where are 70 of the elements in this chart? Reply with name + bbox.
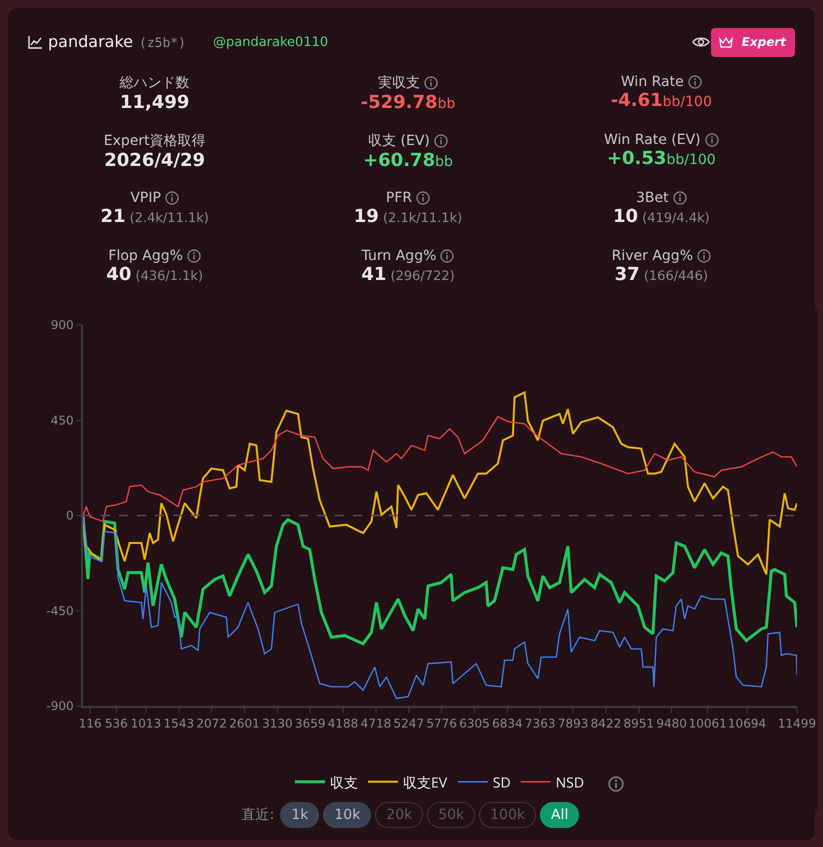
x-tick-label: 8951 [624, 716, 654, 730]
y-tick-label: -900 [46, 699, 74, 714]
text: 2026/4/29 [103, 150, 206, 171]
x-tick-label: 6834 [492, 716, 523, 730]
x-tick-label: 2601 [229, 716, 260, 730]
text: 37 (166/446) [614, 264, 709, 285]
x-tick-label: 8422 [590, 716, 622, 730]
text: VPIP [129, 190, 162, 206]
text: 3Bet [635, 190, 670, 206]
text: 50k [427, 802, 476, 828]
text: Expert資格取得 [102, 132, 207, 150]
text: River Agg% [610, 248, 694, 264]
text: 10 (419/4.4k) [612, 206, 711, 227]
text: 11,499 [118, 92, 190, 113]
x-tick-label: 10694 [728, 716, 766, 730]
x-tick-label: 9480 [656, 716, 687, 730]
text: PFR [384, 190, 414, 206]
x-tick-label: 4188 [328, 716, 358, 730]
line-series [83, 514, 797, 646]
text: @pandarake0110 [213, 35, 328, 50]
text: Win Rate (EV) [602, 132, 702, 148]
text: 実収支 [376, 74, 421, 92]
text: -529.78bb [360, 92, 456, 113]
x-tick-label: 6305 [459, 716, 490, 730]
line-series [83, 416, 797, 522]
x-tick-label: 2072 [196, 716, 227, 730]
text: Flop Agg% [107, 248, 184, 264]
legend-label: 収支EV [403, 773, 448, 792]
x-tick-label: 5776 [426, 716, 457, 730]
line-series [83, 514, 797, 700]
text: pandarake [48, 32, 133, 51]
y-tick-label: 900 [50, 318, 74, 332]
y-tick-label: 0 [66, 508, 74, 523]
x-tick-label: 3659 [294, 716, 326, 730]
x-tick-label: 7893 [558, 716, 588, 730]
text: -4.61bb/100 [610, 90, 713, 111]
y-tick-label: -450 [46, 604, 74, 618]
text: 10k [323, 802, 372, 828]
x-tick-label: 116 [78, 716, 102, 730]
x-tick-label: 5247 [394, 716, 424, 730]
text: 40 (436/1.1k) [105, 264, 204, 285]
text: 41 (296/722) [360, 264, 456, 285]
x-tick-label: 10061 [688, 716, 727, 730]
text: 19 (2.1k/11.1k) [352, 206, 464, 227]
x-tick-label: 4718 [360, 716, 392, 730]
text: 100k [479, 802, 536, 828]
legend-label: SD [492, 773, 511, 792]
text: 直近: [242, 807, 274, 823]
x-tick-label: 1543 [164, 716, 194, 730]
text: 総ハンド数 [118, 74, 191, 92]
text: Win Rate [620, 74, 685, 90]
y-tick-label: 450 [50, 413, 74, 428]
text: 1k [280, 802, 320, 828]
x-tick-label: 1013 [130, 716, 162, 730]
text: Expert [711, 28, 795, 57]
x-tick-label: 3130 [262, 716, 293, 730]
legend-label: 収支 [330, 773, 358, 792]
text: Turn Agg% [360, 248, 438, 264]
line-series [83, 392, 797, 576]
text: +0.53bb/100 [606, 148, 717, 169]
text: All [540, 802, 580, 828]
legend-label: NSD [556, 773, 584, 792]
text: 収支 (EV) [367, 132, 431, 150]
text: (z5b*) [139, 36, 186, 51]
text: 20k [375, 802, 424, 828]
text: +60.78bb [362, 150, 454, 171]
x-tick-label: 536 [104, 716, 128, 730]
text: 21 (2.4k/11.1k) [99, 206, 210, 227]
x-tick-label: 11499 [778, 716, 816, 730]
x-tick-label: 7363 [524, 716, 556, 730]
